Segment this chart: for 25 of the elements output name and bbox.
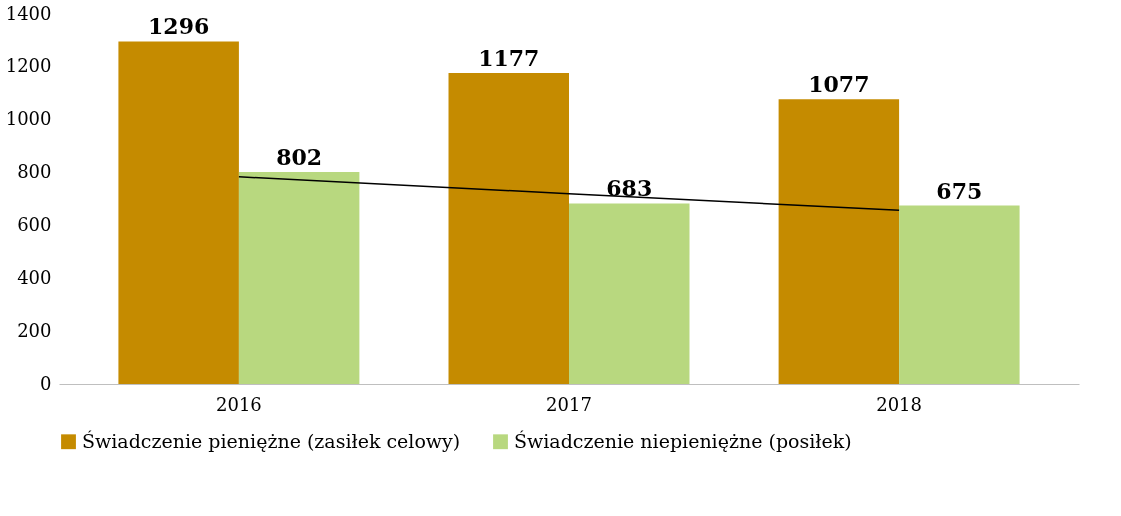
x-tick-label: 2017 xyxy=(546,393,592,415)
bar xyxy=(238,172,360,384)
legend-label: Świadczenie pieniężne (zasiłek celowy) xyxy=(82,429,461,452)
bar xyxy=(118,41,239,384)
data-label: 1077 xyxy=(808,71,870,98)
y-tick-label: 1000 xyxy=(5,108,52,130)
y-tick-label: 200 xyxy=(17,319,52,341)
y-tick-label: 400 xyxy=(17,266,52,288)
bar xyxy=(778,99,900,384)
data-label: 675 xyxy=(936,177,983,204)
bar xyxy=(899,205,1020,384)
legend-label: Świadczenie niepieniężne (posiłek) xyxy=(514,429,852,452)
data-label: 802 xyxy=(276,144,323,171)
y-tick-label: 1200 xyxy=(5,55,52,77)
y-tick-label: 600 xyxy=(17,213,52,235)
x-tick-label: 2016 xyxy=(216,393,262,415)
y-tick-label: 800 xyxy=(17,161,52,183)
data-label: 1177 xyxy=(478,44,540,71)
y-tick-label: 1400 xyxy=(5,2,52,24)
bar xyxy=(569,203,690,384)
bar xyxy=(448,72,569,384)
x-tick-label: 2018 xyxy=(876,393,922,415)
data-label: 1296 xyxy=(148,13,210,40)
data-label: 683 xyxy=(606,175,653,202)
y-tick-label: 0 xyxy=(40,372,52,394)
